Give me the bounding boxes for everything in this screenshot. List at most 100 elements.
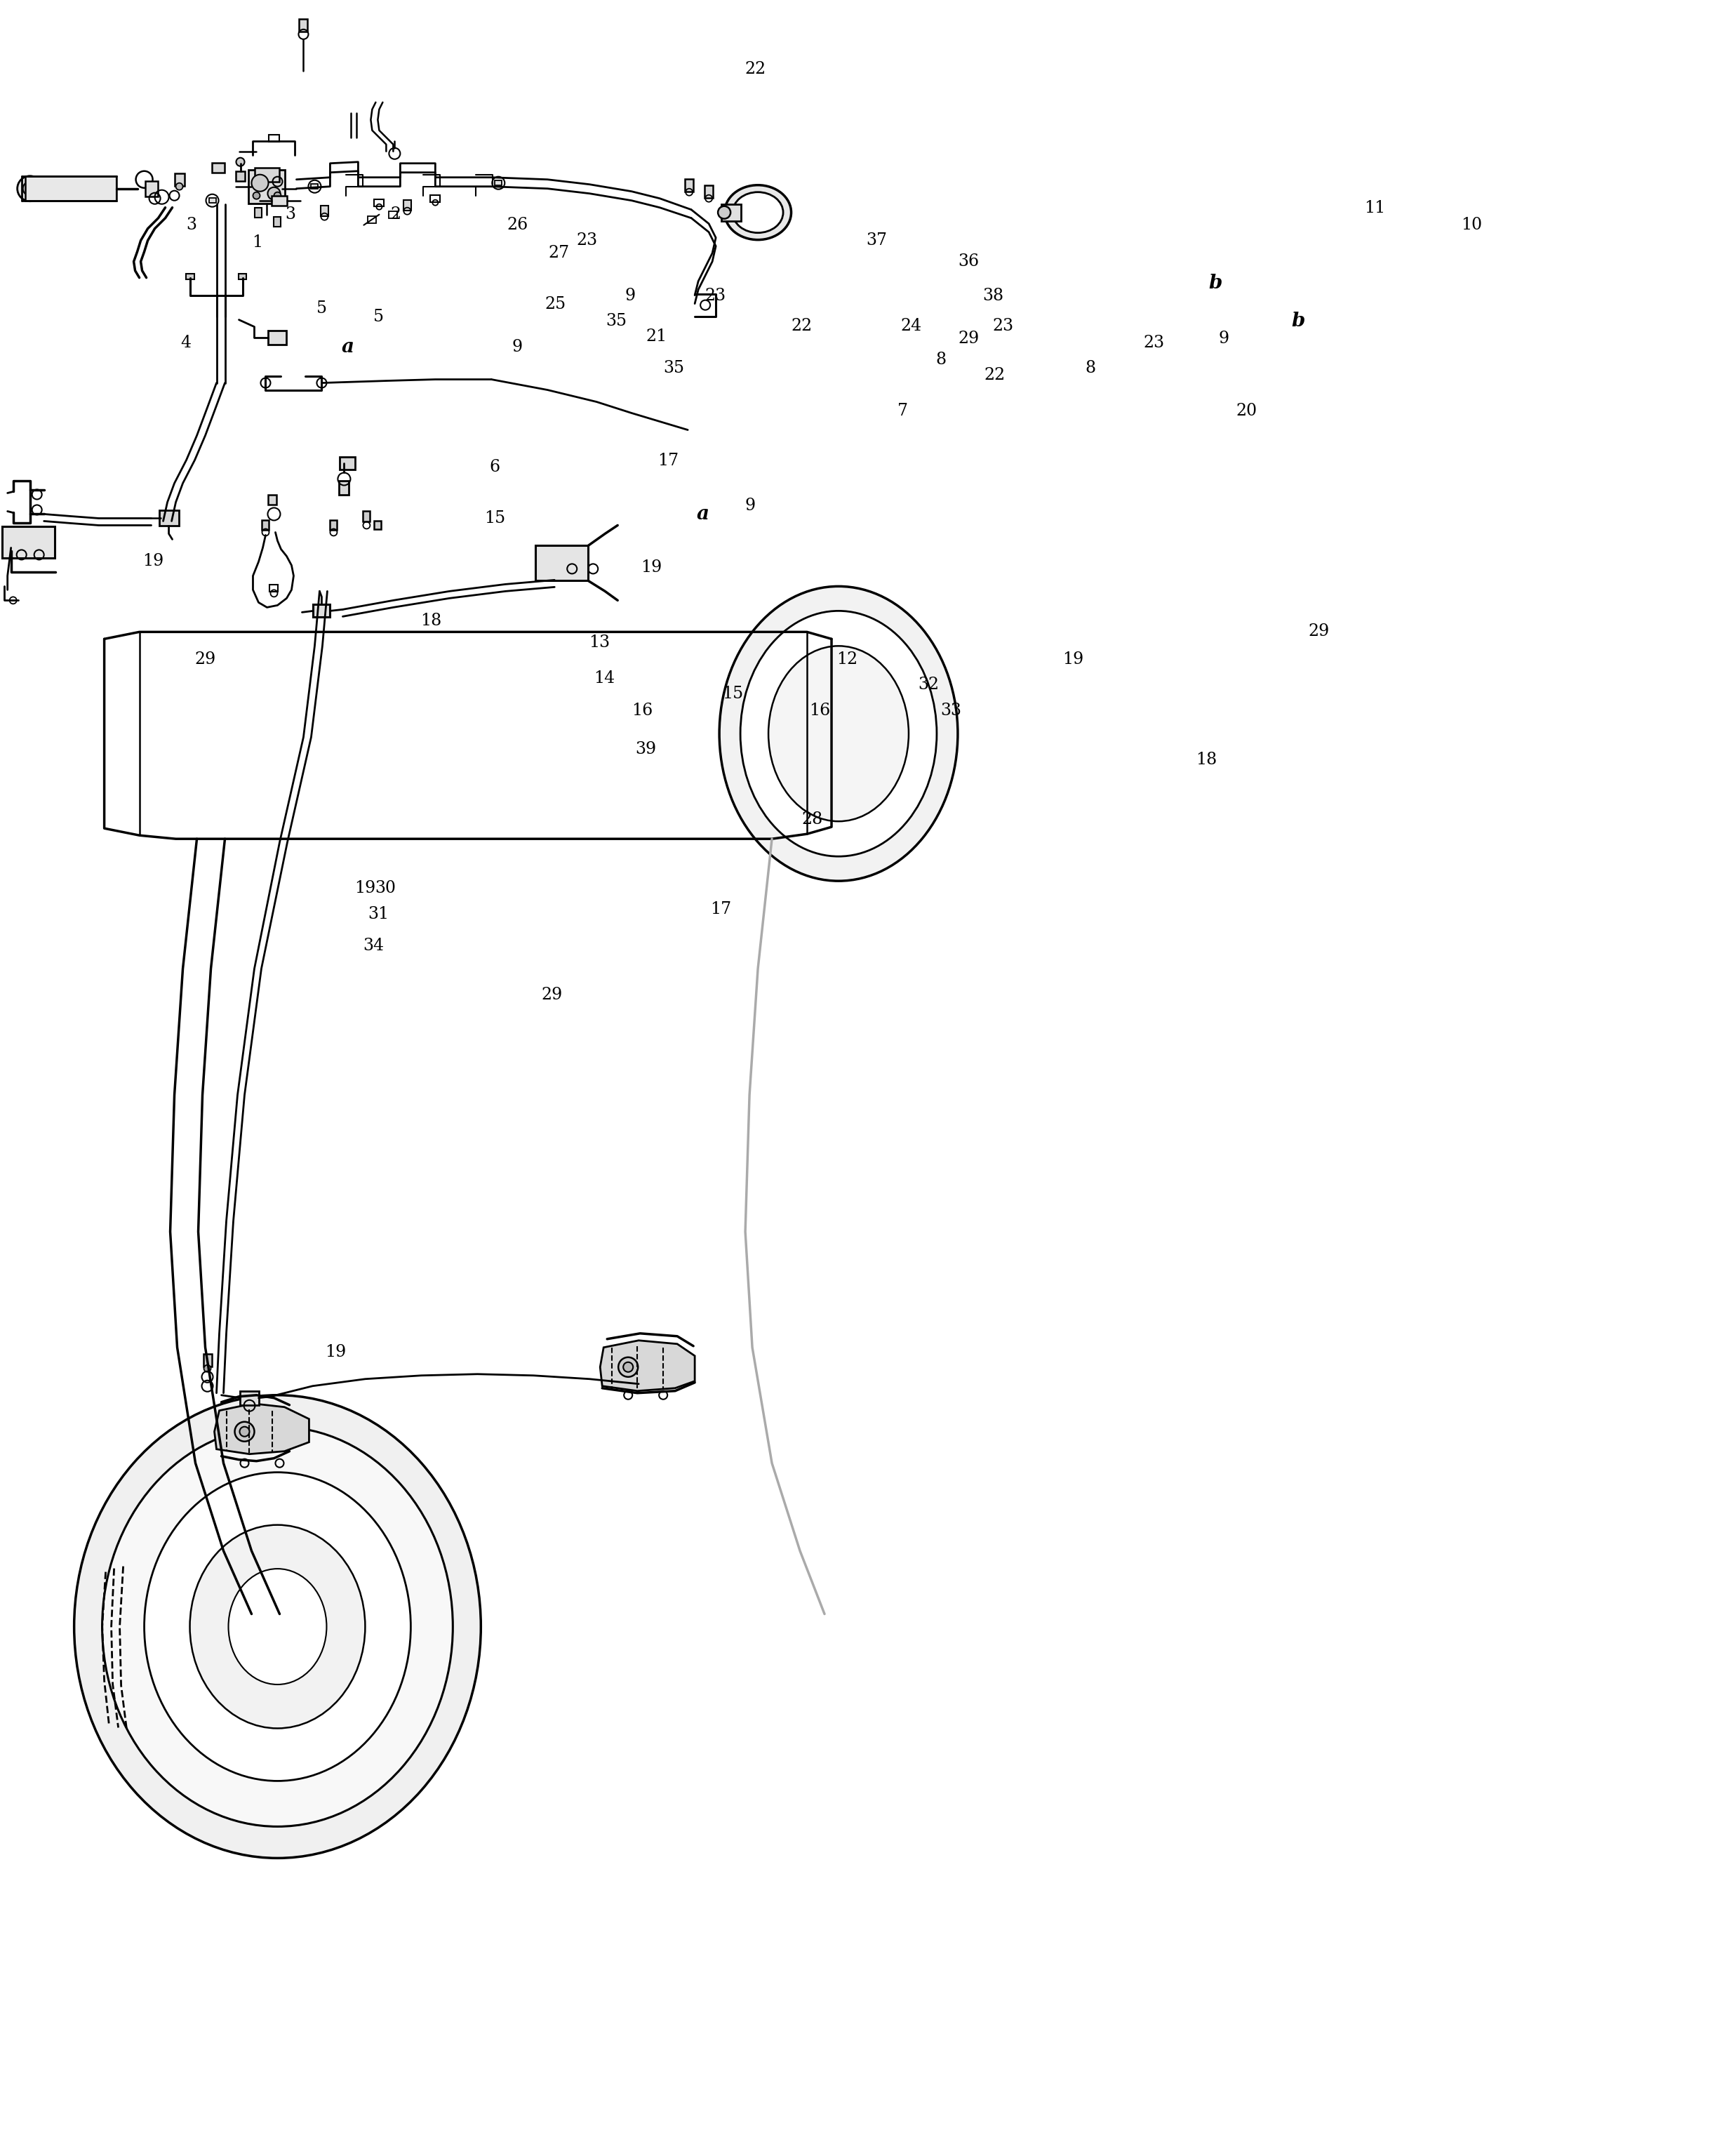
Ellipse shape [719, 586, 958, 882]
Bar [321, 205, 328, 216]
Polygon shape [214, 1404, 309, 1453]
Text: 28: 28 [802, 811, 823, 828]
Text: 19: 19 [1062, 651, 1083, 668]
Bar [311, 184, 318, 188]
Text: 9: 9 [1219, 330, 1229, 347]
Text: 21: 21 [646, 327, 667, 345]
Bar [363, 511, 370, 522]
Text: 15: 15 [722, 685, 743, 702]
Text: 38: 38 [983, 287, 1003, 304]
Bar [403, 201, 411, 210]
Bar [2, 526, 56, 559]
Text: 32: 32 [918, 676, 939, 693]
Bar [535, 546, 589, 580]
Text: 29: 29 [958, 330, 979, 347]
Bar [208, 199, 215, 203]
Text: 27: 27 [549, 244, 569, 261]
Bar [375, 199, 384, 205]
Circle shape [274, 193, 281, 199]
Polygon shape [601, 1340, 694, 1391]
Ellipse shape [229, 1569, 326, 1684]
Bar [722, 203, 741, 220]
Bar [269, 330, 286, 345]
Text: 29: 29 [194, 651, 215, 668]
Text: 13: 13 [589, 633, 609, 651]
Bar [174, 173, 184, 186]
Text: 10: 10 [1462, 216, 1483, 233]
Circle shape [17, 175, 43, 201]
Text: 3: 3 [285, 205, 295, 223]
Bar [255, 208, 262, 218]
Circle shape [618, 1357, 637, 1376]
Text: 5: 5 [316, 300, 326, 317]
Circle shape [175, 184, 182, 190]
Bar [160, 511, 179, 526]
Bar [240, 1391, 259, 1406]
Ellipse shape [740, 610, 937, 856]
Bar [495, 180, 502, 186]
Text: 16: 16 [809, 702, 830, 719]
Circle shape [252, 175, 269, 190]
Ellipse shape [102, 1427, 453, 1828]
Text: a: a [696, 505, 710, 524]
Circle shape [623, 1363, 634, 1372]
Bar [238, 274, 247, 278]
Bar [330, 520, 337, 531]
Text: 19: 19 [142, 552, 163, 569]
Text: 23: 23 [705, 287, 726, 304]
Text: 9: 9 [625, 287, 635, 304]
Circle shape [234, 1421, 255, 1442]
Text: a: a [342, 338, 354, 357]
Ellipse shape [75, 1395, 481, 1858]
Circle shape [253, 193, 260, 199]
Text: 19: 19 [325, 1344, 345, 1361]
Bar [686, 180, 693, 190]
Text: 20: 20 [1236, 402, 1257, 419]
Bar [248, 169, 285, 203]
Bar [269, 494, 276, 505]
Text: 9: 9 [512, 338, 523, 355]
Text: 6: 6 [490, 458, 500, 475]
Text: 23: 23 [1144, 334, 1165, 351]
Text: 15: 15 [484, 509, 505, 526]
Text: 22: 22 [984, 366, 1005, 383]
Text: 19: 19 [641, 559, 661, 576]
Text: 14: 14 [594, 670, 615, 687]
Text: 8: 8 [1085, 360, 1095, 377]
Bar [273, 195, 288, 205]
Text: 7: 7 [898, 402, 908, 419]
Circle shape [23, 182, 36, 195]
Bar [431, 195, 441, 201]
Text: 26: 26 [507, 216, 528, 233]
Text: 5: 5 [373, 308, 384, 325]
Circle shape [240, 1427, 250, 1436]
Text: 3: 3 [186, 216, 196, 233]
Bar [705, 184, 713, 197]
Bar [144, 182, 158, 197]
Text: 1: 1 [252, 233, 262, 250]
Text: 36: 36 [958, 253, 979, 270]
Text: 18: 18 [1196, 751, 1217, 768]
Text: 16: 16 [632, 702, 653, 719]
Text: b: b [1208, 274, 1222, 293]
Circle shape [203, 1365, 210, 1372]
Ellipse shape [144, 1472, 411, 1780]
Text: 31: 31 [368, 905, 389, 922]
Text: 9: 9 [745, 496, 755, 514]
Text: 22: 22 [792, 317, 812, 334]
Bar [312, 606, 330, 616]
Ellipse shape [769, 646, 908, 822]
Ellipse shape [733, 193, 783, 233]
Bar [212, 163, 224, 173]
Text: 35: 35 [606, 312, 627, 330]
Circle shape [236, 158, 245, 167]
Bar [269, 135, 279, 141]
Text: 23: 23 [993, 317, 1014, 334]
Bar [255, 167, 279, 182]
Text: 37: 37 [866, 231, 887, 248]
Bar [375, 522, 382, 529]
Text: 25: 25 [545, 295, 566, 312]
Bar [186, 274, 194, 278]
Text: 22: 22 [745, 60, 766, 77]
Bar [339, 481, 349, 494]
